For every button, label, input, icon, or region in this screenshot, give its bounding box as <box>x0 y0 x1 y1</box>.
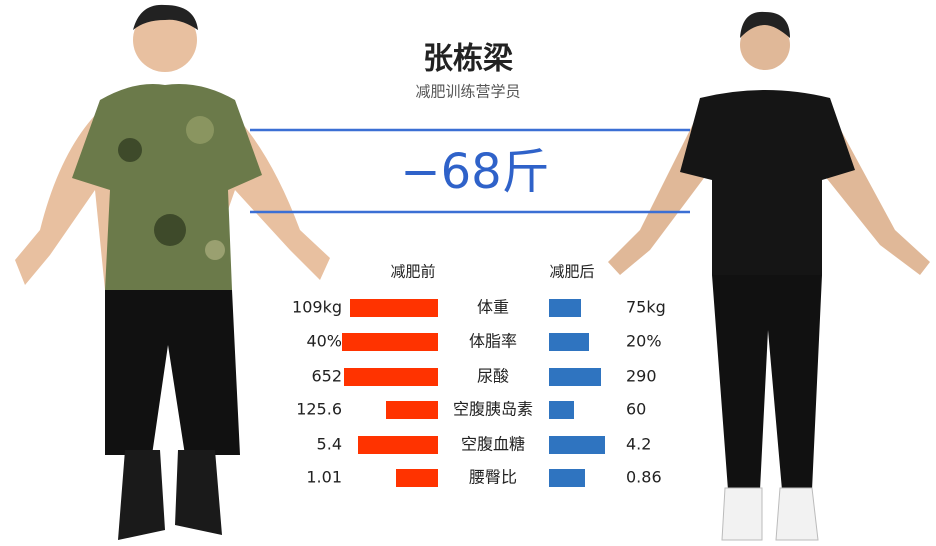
metric-label: 尿酸 <box>477 367 509 386</box>
after-bar <box>549 401 574 419</box>
after-value: 20% <box>626 332 662 351</box>
bars <box>342 299 605 487</box>
after-value: 4.2 <box>626 435 651 454</box>
before-value: 125.6 <box>296 400 342 419</box>
before-photo <box>15 4 330 540</box>
after-bar <box>549 368 601 386</box>
after-value: 60 <box>626 400 646 419</box>
metric-label: 空腹血糖 <box>461 435 525 454</box>
metric-label: 体重 <box>477 298 509 317</box>
metric-label: 体脂率 <box>469 332 517 351</box>
after-bar <box>549 299 581 317</box>
after-value: 0.86 <box>626 468 662 487</box>
before-value: 1.01 <box>306 468 342 487</box>
weight-loss: −68斤 <box>400 144 549 200</box>
before-value: 109kg <box>292 298 342 317</box>
after-value: 290 <box>626 367 657 386</box>
after-bar <box>549 333 589 351</box>
before-value: 652 <box>311 367 342 386</box>
after-value: 75kg <box>626 298 666 317</box>
metric-label: 腰臀比 <box>469 468 517 487</box>
before-bar <box>358 436 438 454</box>
before-bar <box>350 299 438 317</box>
before-bar <box>344 368 438 386</box>
rows: 109kg 体重 75kg 40% 体脂率 20% 652 尿酸 290 125.6 空腹胰岛素 60… <box>292 298 666 487</box>
before-value: 40% <box>306 332 342 351</box>
metric-label: 空腹胰岛素 <box>453 400 533 419</box>
subtitle: 减肥训练营学员 <box>415 83 520 101</box>
after-heading: 减肥后 <box>549 263 594 281</box>
before-heading: 减肥前 <box>390 263 435 281</box>
name: 张栋梁 <box>423 42 513 77</box>
after-bar <box>549 469 585 487</box>
before-bar <box>386 401 438 419</box>
after-bar <box>549 436 605 454</box>
after-photo <box>608 11 930 541</box>
before-bar <box>396 469 438 487</box>
before-bar <box>342 333 438 351</box>
before-value: 5.4 <box>317 435 342 454</box>
